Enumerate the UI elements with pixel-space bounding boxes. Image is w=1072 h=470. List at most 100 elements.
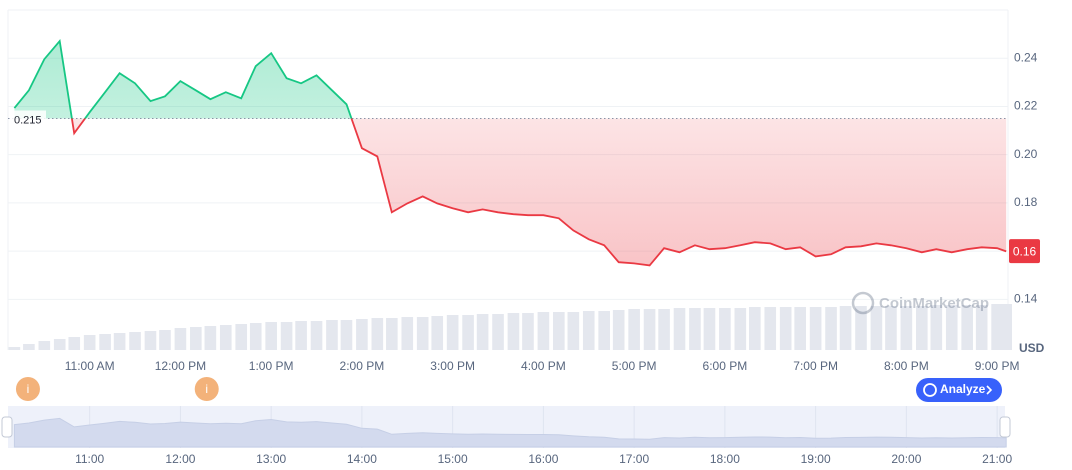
price-line-up: [13, 39, 353, 119]
volume-bar: [144, 331, 157, 350]
x-tick-label: 5:00 PM: [612, 359, 657, 373]
volume-bar: [689, 308, 701, 350]
x-tick-label: 1:00 PM: [249, 359, 294, 373]
volume-bar: [855, 306, 867, 350]
volume-bar: [462, 315, 474, 350]
volume-bar: [113, 333, 126, 350]
event-marker[interactable]: [194, 377, 219, 401]
analyze-label[interactable]: Analyze: [940, 382, 986, 396]
volume-bar: [930, 305, 943, 350]
navigator-handle-left[interactable]: [1, 416, 13, 438]
volume-bar: [295, 321, 307, 350]
event-marker[interactable]: [15, 377, 40, 401]
volume-bar: [249, 323, 262, 350]
volume-bar: [129, 332, 141, 350]
volume-bar: [779, 307, 792, 350]
y-tick-label: 0.14: [1014, 292, 1038, 306]
volume-bar: [567, 312, 580, 350]
x-tick-label: 6:00 PM: [703, 359, 748, 373]
navigator-tick-label: 12:00: [165, 452, 195, 466]
volume-bar: [99, 334, 111, 350]
volume-bar: [356, 319, 368, 350]
event-label: i: [205, 382, 208, 396]
x-tick-label: 9:00 PM: [975, 359, 1020, 373]
volume-bar: [1000, 304, 1012, 350]
volume-bar: [326, 320, 338, 350]
analyze-icon: [923, 383, 937, 397]
navigator-tick-label: 19:00: [801, 452, 831, 466]
volume-bar: [476, 314, 489, 350]
volume-bar: [870, 306, 883, 350]
volume-bar: [825, 307, 837, 350]
watermark-group: CoinMarketCap: [851, 291, 989, 315]
navigator-tick-label: 16:00: [528, 452, 558, 466]
volume-bar: [386, 318, 398, 350]
volume-bar: [582, 311, 595, 350]
watermark: CoinMarketCap: [879, 295, 989, 312]
line-layer: 0.215 0.16: [8, 39, 1040, 267]
volume-bar: [553, 312, 565, 350]
volume-bar: [643, 309, 656, 350]
volume-bar: [537, 312, 550, 350]
x-tick-label: 8:00 PM: [884, 359, 929, 373]
baseline-label: 0.215: [14, 114, 42, 126]
navigator-tick-label: 21:00: [982, 452, 1012, 466]
volume-bar: [190, 327, 202, 350]
volume-bar: [492, 314, 504, 350]
x-tick-label: 11:00 AM: [65, 359, 115, 373]
y-tick-label: 0.22: [1014, 99, 1038, 113]
volume-bar: [915, 306, 928, 350]
volume-bar: [673, 308, 686, 350]
volume-bar: [658, 309, 670, 350]
y-axis-label: USD: [1019, 341, 1045, 355]
x-tick-label: 3:00 PM: [430, 359, 475, 373]
analyze-button[interactable]: [916, 378, 1002, 402]
volume-bar: [159, 330, 171, 350]
volume-bar: [416, 317, 429, 350]
volume-bar: [38, 341, 51, 350]
volume-bar: [719, 308, 731, 350]
x-tick-label: 7:00 PM: [793, 359, 838, 373]
navigator-handle-right[interactable]: [999, 416, 1011, 438]
volume-bar: [734, 308, 747, 350]
y-tick-label: 0.18: [1014, 195, 1038, 209]
volume-bar: [885, 306, 897, 350]
y-tick-label: 0.24: [1014, 50, 1038, 64]
navigator-tick-label: 20:00: [891, 452, 921, 466]
navigator-tick-label: 18:00: [710, 452, 740, 466]
event-label: i: [27, 382, 30, 396]
last-price-label: 0.16: [1013, 244, 1037, 258]
volume-bar: [598, 311, 610, 350]
volume-bar: [703, 308, 716, 350]
volume-bar: [522, 313, 534, 350]
last-price-box: [1009, 239, 1040, 264]
x-tick-label: 12:00 PM: [155, 359, 206, 373]
volume-bar: [446, 315, 459, 350]
volume-bar: [68, 337, 81, 350]
volume-bar: [612, 310, 625, 350]
volume-bar: [23, 344, 35, 350]
navigator-tick-label: 14:00: [347, 452, 377, 466]
watermark-logo: [851, 291, 875, 315]
navigator-tick-label: 15:00: [438, 452, 468, 466]
navigator-layer: 11:00 12:00 13:00 14:00 15:00 16:00 17:00 18:00…: [13, 406, 1012, 466]
navigator-area: [13, 417, 1007, 448]
volume-bar: [991, 304, 1003, 350]
volume-bar: [8, 347, 21, 350]
baseline-label-bg: [10, 110, 46, 127]
volume-bar: [975, 305, 988, 350]
volume-bar: [401, 317, 414, 350]
x-tick-label: 4:00 PM: [521, 359, 566, 373]
volume-bar: [204, 326, 217, 350]
volume-bar: [945, 305, 958, 350]
volume-bar: [431, 316, 444, 350]
area-above: [14, 41, 352, 119]
volume-bar: [794, 307, 807, 350]
navigator-tick-label: 11:00: [75, 452, 104, 466]
volume-bar: [961, 305, 973, 350]
volume-bar: [174, 328, 187, 350]
volume-bar: [749, 307, 761, 350]
volume-bar: [809, 307, 822, 350]
area-below: [14, 118, 1007, 266]
